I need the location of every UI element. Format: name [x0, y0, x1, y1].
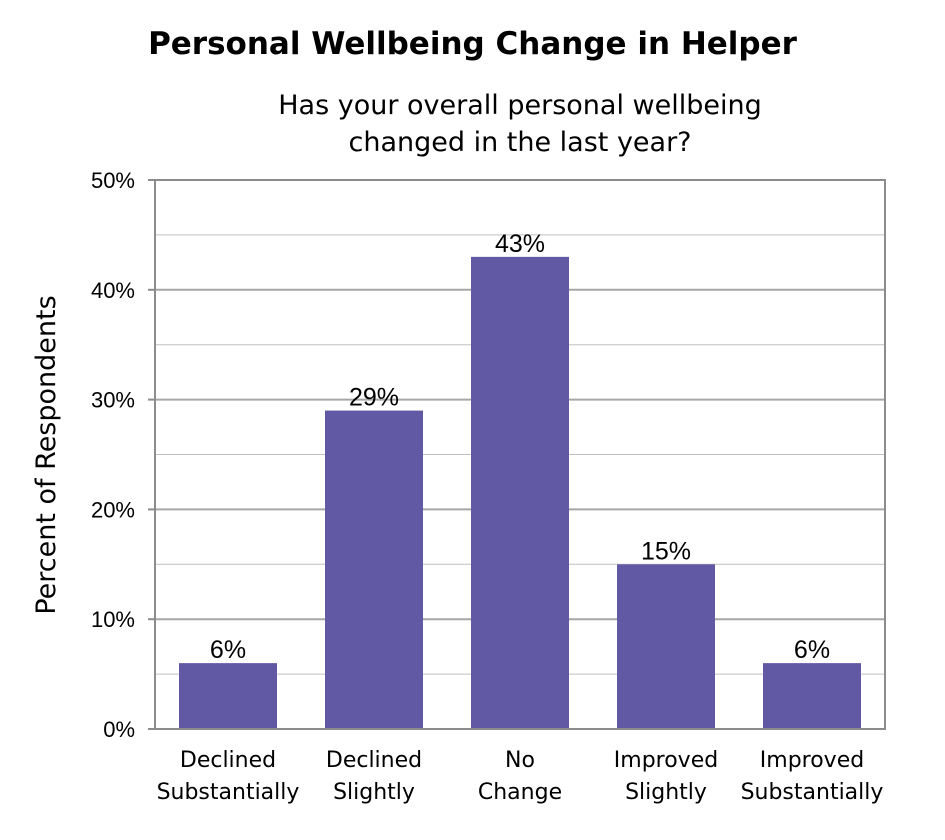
data-label: 29% [349, 384, 399, 412]
x-category-label: Declined [180, 748, 276, 773]
x-category-labels: Declined Substantially Declined Slightly No C… [157, 748, 884, 805]
bar [179, 663, 277, 729]
data-labels: 6% 29% 43% 15% 6% [210, 230, 830, 664]
chart-subtitle: Has your overall personal wellbeing chan… [278, 90, 762, 158]
bar [325, 410, 423, 729]
bar [763, 663, 861, 729]
x-category-label: Declined [326, 748, 422, 773]
x-category-label: Slightly [333, 780, 415, 805]
x-category-label: Improved [760, 748, 864, 773]
data-label: 6% [210, 636, 246, 664]
y-tick-labels: 0% 10% 20% 30% 40% 50% [91, 168, 135, 742]
y-tick-label: 50% [91, 168, 135, 193]
plot-frame [148, 179, 886, 730]
y-tick-label: 40% [91, 278, 135, 303]
x-category-label: Substantially [741, 780, 884, 805]
bar [617, 564, 715, 729]
chart-title: Personal Wellbeing Change in Helper [148, 26, 797, 62]
bars [179, 256, 861, 729]
x-category-label: Change [478, 780, 562, 805]
data-label: 6% [794, 636, 830, 664]
x-category-label: Substantially [157, 780, 300, 805]
data-label: 15% [641, 537, 691, 565]
plot-area-border [154, 179, 886, 730]
y-tick-label: 20% [91, 497, 135, 522]
x-category-label: Improved [614, 748, 718, 773]
y-tick-label: 30% [91, 388, 135, 413]
y-tick-label: 10% [91, 607, 135, 632]
y-axis-label: Percent of Respondents [31, 295, 62, 614]
data-label: 43% [495, 230, 545, 258]
bar [471, 256, 569, 729]
x-category-label: Slightly [625, 780, 707, 805]
y-tick-label: 0% [103, 717, 135, 742]
x-category-label: No [505, 748, 535, 773]
